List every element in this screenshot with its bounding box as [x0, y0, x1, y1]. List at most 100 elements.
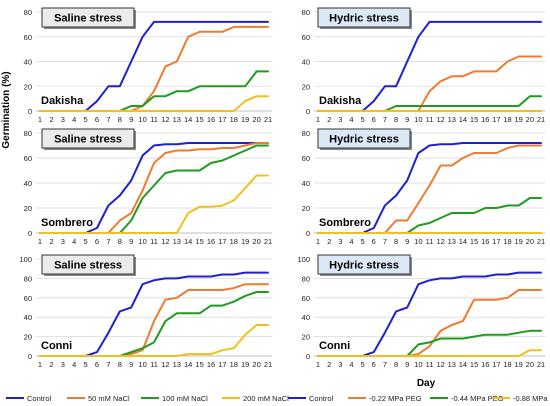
- x-tick-label: 10: [414, 115, 422, 124]
- legend-item-50-mm-nacl: 50 mM NaCl: [67, 394, 130, 403]
- stress-label: Saline stress: [54, 13, 122, 25]
- x-tick-label: 12: [436, 237, 444, 246]
- x-tick-label: 18: [230, 237, 238, 246]
- x-tick-label: 1: [38, 115, 42, 124]
- y-tick-label: 0: [306, 107, 310, 116]
- x-tick-label: 21: [537, 115, 545, 124]
- x-tick-label: 7: [383, 237, 387, 246]
- variety-label: Dakisha: [41, 95, 84, 107]
- x-tick-label: 2: [49, 115, 53, 124]
- x-tick-label: 5: [84, 237, 88, 246]
- legend-item-control: Control: [288, 394, 334, 403]
- x-tick-label: 18: [503, 115, 511, 124]
- y-tick-label: 60: [24, 154, 32, 163]
- y-tick-label: 60: [302, 294, 310, 303]
- x-tick-label: 15: [470, 237, 478, 246]
- stress-label: Hydric stress: [329, 260, 399, 272]
- x-tick-label: 8: [394, 237, 398, 246]
- legend-item-100-mm-nacl: 100 mM NaCl: [141, 394, 208, 403]
- x-tick-label: 14: [184, 115, 192, 124]
- x-tick-label: 16: [207, 237, 215, 246]
- legend-label: 100 mM NaCl: [162, 394, 208, 403]
- y-tick-label: 60: [302, 154, 310, 163]
- x-tick-label: 11: [150, 115, 158, 124]
- stress-label: Saline stress: [54, 260, 122, 272]
- stress-label-box: [317, 128, 411, 149]
- x-tick-label: 9: [129, 237, 133, 246]
- x-tick-label: 2: [49, 360, 53, 369]
- legend: Control 50 mM NaCl 100 mM NaCl 200 mM NaCl C…: [6, 394, 550, 403]
- x-tick-label: 18: [230, 360, 238, 369]
- x-tick-label: 18: [230, 115, 238, 124]
- x-tick-label: 11: [426, 237, 434, 246]
- x-tick-label: 11: [426, 115, 434, 124]
- x-tick-label: 1: [38, 237, 42, 246]
- x-tick-label: 21: [537, 360, 545, 369]
- x-tick-label: 18: [503, 360, 511, 369]
- x-tick-label: 19: [241, 115, 249, 124]
- series-line-200-mm-nacl: [39, 174, 269, 234]
- legend-label: Control: [309, 394, 334, 403]
- stress-label: Hydric stress: [329, 134, 399, 146]
- x-tick-label: 1: [316, 115, 320, 124]
- x-tick-label: 4: [349, 360, 353, 369]
- y-tick-label: 0: [28, 107, 32, 116]
- x-tick-label: 6: [372, 237, 376, 246]
- x-tick-label: 7: [106, 360, 110, 369]
- stress-label: Saline stress: [54, 134, 122, 146]
- y-tick-label: 60: [302, 33, 310, 42]
- x-tick-label: 17: [492, 237, 500, 246]
- x-tick-label: 13: [448, 115, 456, 124]
- legend-label: 50 mM NaCl: [88, 394, 130, 403]
- y-tick-label: 80: [302, 274, 310, 283]
- variety-label: Sombrero: [319, 217, 371, 229]
- x-tick-label: 10: [138, 237, 146, 246]
- legend-item-0-22-mpa-peg: -0.22 MPa PEG: [348, 394, 422, 403]
- x-tick-label: 12: [161, 237, 169, 246]
- x-tick-label: 7: [383, 360, 387, 369]
- y-tick-label: 40: [302, 313, 310, 322]
- legend-item-0-44-mpa-peg: -0.44 MPa PEG: [430, 394, 504, 403]
- x-tick-label: 16: [481, 237, 489, 246]
- x-tick-label: 9: [129, 360, 133, 369]
- variety-label: Sombrero: [41, 217, 93, 229]
- y-tick-label: 40: [302, 58, 310, 67]
- x-tick-label: 4: [349, 237, 353, 246]
- x-tick-label: 6: [372, 115, 376, 124]
- y-axis-label: Germination (%): [1, 71, 12, 148]
- x-tick-label: 6: [95, 115, 99, 124]
- x-tick-label: 20: [252, 360, 260, 369]
- x-tick-label: 8: [118, 237, 122, 246]
- x-tick-label: 19: [515, 115, 523, 124]
- y-tick-label: 0: [28, 352, 32, 361]
- x-tick-label: 2: [49, 237, 53, 246]
- x-tick-label: 20: [526, 115, 534, 124]
- x-tick-label: 16: [481, 115, 489, 124]
- x-tick-label: 12: [161, 115, 169, 124]
- x-tick-label: 11: [426, 360, 434, 369]
- x-tick-label: 11: [150, 237, 158, 246]
- x-tick-label: 10: [138, 115, 146, 124]
- x-tick-label: 12: [436, 360, 444, 369]
- x-tick-label: 15: [470, 360, 478, 369]
- x-tick-label: 4: [72, 115, 76, 124]
- x-tick-label: 16: [481, 360, 489, 369]
- x-tick-label: 9: [405, 360, 409, 369]
- y-tick-label: 20: [24, 82, 32, 91]
- y-tick-label: 20: [302, 82, 310, 91]
- x-tick-label: 18: [503, 237, 511, 246]
- x-tick-label: 21: [264, 360, 272, 369]
- x-tick-label: 10: [414, 237, 422, 246]
- y-tick-label: 80: [24, 274, 32, 283]
- y-tick-label: 0: [306, 352, 310, 361]
- x-tick-label: 17: [218, 115, 226, 124]
- x-tick-label: 5: [361, 360, 365, 369]
- x-tick-label: 13: [448, 360, 456, 369]
- x-tick-label: 17: [492, 115, 500, 124]
- x-tick-label: 4: [72, 237, 76, 246]
- x-tick-label: 7: [383, 115, 387, 124]
- x-tick-label: 9: [405, 237, 409, 246]
- x-tick-label: 8: [394, 115, 398, 124]
